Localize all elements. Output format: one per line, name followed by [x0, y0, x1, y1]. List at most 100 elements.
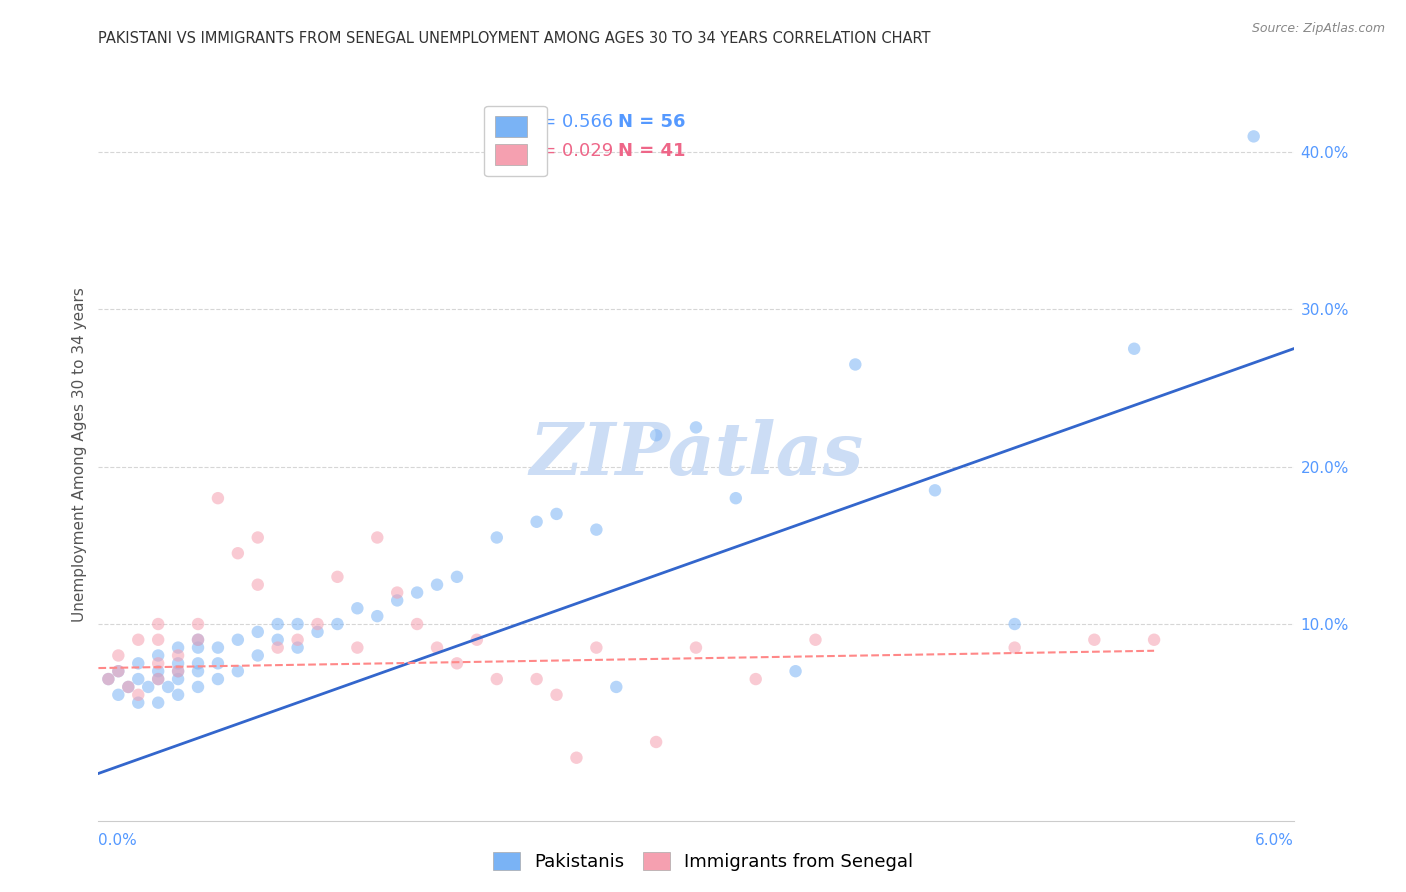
- Point: [585, 640, 607, 655]
- Point: [287, 632, 309, 647]
- Point: [187, 617, 209, 632]
- Point: [187, 632, 209, 647]
- Point: [97, 672, 120, 686]
- Point: [287, 617, 309, 632]
- Point: [97, 672, 120, 686]
- Point: [226, 664, 249, 678]
- Point: [148, 632, 170, 647]
- Point: [107, 688, 129, 702]
- Text: ZIPatlas: ZIPatlas: [529, 419, 863, 491]
- Point: [148, 617, 170, 632]
- Point: [187, 632, 209, 647]
- Point: [127, 672, 149, 686]
- Point: [187, 640, 209, 655]
- Point: [1004, 617, 1026, 632]
- Point: [246, 648, 269, 663]
- Point: [1083, 632, 1105, 647]
- Point: [246, 531, 269, 545]
- Legend: , : ,: [484, 105, 547, 176]
- Point: [565, 750, 588, 764]
- Point: [136, 680, 159, 694]
- Point: [157, 680, 180, 694]
- Text: PAKISTANI VS IMMIGRANTS FROM SENEGAL UNEMPLOYMENT AMONG AGES 30 TO 34 YEARS CORR: PAKISTANI VS IMMIGRANTS FROM SENEGAL UNE…: [98, 31, 931, 46]
- Point: [366, 531, 388, 545]
- Point: [207, 640, 229, 655]
- Point: [246, 624, 269, 639]
- Point: [685, 420, 707, 434]
- Point: [117, 680, 139, 694]
- Point: [1243, 129, 1265, 144]
- Point: [148, 672, 170, 686]
- Point: [187, 664, 209, 678]
- Point: [267, 617, 290, 632]
- Point: [585, 523, 607, 537]
- Point: [148, 648, 170, 663]
- Point: [385, 593, 409, 607]
- Legend: Pakistanis, Immigrants from Senegal: Pakistanis, Immigrants from Senegal: [485, 845, 921, 879]
- Point: [645, 428, 668, 442]
- Point: [226, 546, 249, 560]
- Point: [406, 585, 429, 599]
- Text: 6.0%: 6.0%: [1254, 833, 1294, 848]
- Text: Source: ZipAtlas.com: Source: ZipAtlas.com: [1251, 22, 1385, 36]
- Point: [107, 648, 129, 663]
- Point: [526, 515, 548, 529]
- Point: [148, 672, 170, 686]
- Point: [804, 632, 827, 647]
- Point: [366, 609, 388, 624]
- Point: [167, 664, 190, 678]
- Point: [446, 657, 468, 671]
- Point: [167, 688, 190, 702]
- Point: [187, 657, 209, 671]
- Point: [167, 664, 190, 678]
- Point: [127, 696, 149, 710]
- Point: [844, 358, 866, 372]
- Point: [117, 680, 139, 694]
- Point: [924, 483, 946, 498]
- Point: [724, 491, 747, 505]
- Point: [446, 570, 468, 584]
- Point: [267, 632, 290, 647]
- Point: [148, 657, 170, 671]
- Point: [346, 601, 368, 615]
- Point: [1004, 640, 1026, 655]
- Point: [485, 672, 508, 686]
- Point: [546, 688, 568, 702]
- Point: [246, 577, 269, 591]
- Point: [267, 640, 290, 655]
- Point: [187, 680, 209, 694]
- Point: [645, 735, 668, 749]
- Point: [465, 632, 488, 647]
- Point: [148, 696, 170, 710]
- Text: R = 0.029: R = 0.029: [523, 143, 613, 161]
- Point: [167, 657, 190, 671]
- Y-axis label: Unemployment Among Ages 30 to 34 years: Unemployment Among Ages 30 to 34 years: [72, 287, 87, 623]
- Point: [485, 531, 508, 545]
- Point: [287, 640, 309, 655]
- Point: [526, 672, 548, 686]
- Point: [685, 640, 707, 655]
- Point: [385, 585, 409, 599]
- Point: [307, 624, 329, 639]
- Point: [785, 664, 807, 678]
- Point: [605, 680, 627, 694]
- Point: [426, 640, 449, 655]
- Point: [107, 664, 129, 678]
- Point: [546, 507, 568, 521]
- Point: [127, 632, 149, 647]
- Point: [745, 672, 768, 686]
- Point: [207, 657, 229, 671]
- Point: [326, 617, 349, 632]
- Point: [167, 640, 190, 655]
- Point: [346, 640, 368, 655]
- Point: [307, 617, 329, 632]
- Point: [226, 632, 249, 647]
- Point: [167, 672, 190, 686]
- Point: [127, 657, 149, 671]
- Point: [167, 648, 190, 663]
- Point: [207, 672, 229, 686]
- Point: [207, 491, 229, 505]
- Text: N = 41: N = 41: [619, 143, 686, 161]
- Point: [148, 664, 170, 678]
- Point: [406, 617, 429, 632]
